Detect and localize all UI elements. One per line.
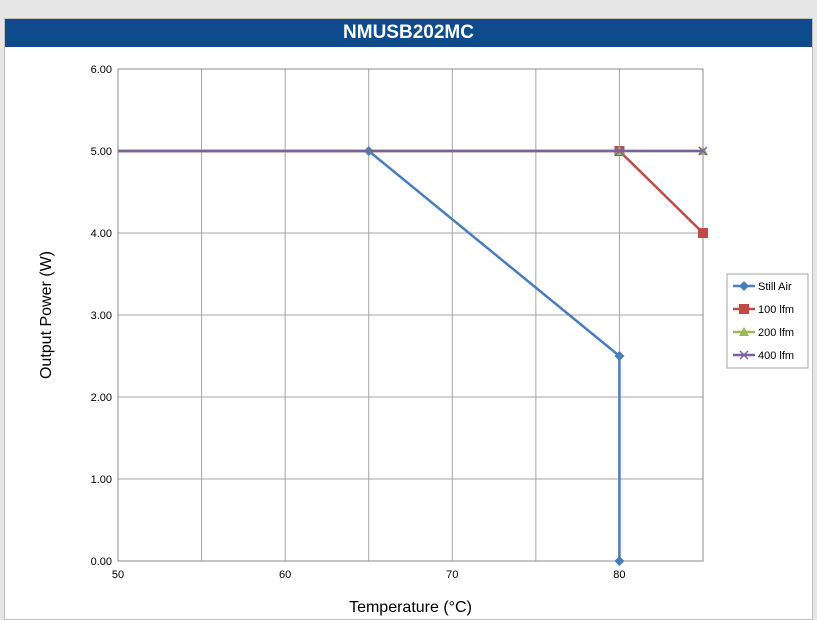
x-axis-title: Temperature (°C) [349,599,472,616]
chart-title: NMUSB202MC [5,19,812,47]
series-line-100-lfm [118,149,704,234]
y-tick-label: 3.00 [91,310,112,322]
data-point-400-lfm [614,146,624,156]
y-tick-label: 0.00 [91,556,112,568]
plot-border [117,68,704,562]
y-tick-label: 5.00 [91,146,112,158]
data-point-still-air [614,556,625,566]
legend-label-400-lfm: 400 lfm [758,350,794,362]
marker-stroke [614,146,624,156]
legend-label-100-lfm: 100 lfm [758,304,794,316]
y-tick-label: 1.00 [91,474,112,486]
y-tick-label: 4.00 [91,228,112,240]
legend-label-200-lfm: 200 lfm [758,327,794,339]
legend-marker-100-lfm [739,304,749,314]
x-tick-label: 50 [112,569,124,581]
chart-frame: NMUSB202MC [4,18,813,620]
y-tick-label: 2.00 [91,392,112,404]
x-tick-label: 60 [279,569,291,581]
x-tick-label: 70 [446,569,458,581]
data-point-100-lfm [698,228,708,238]
marker-stroke [698,146,708,156]
y-tick-label: 6.00 [91,64,112,76]
legend-label-still-air: Still Air [758,281,792,293]
gridlines [117,68,704,562]
data-point-400-lfm [698,146,708,156]
marker-stroke [739,350,749,360]
data-point-still-air [614,351,625,361]
x-tick-label: 80 [613,569,625,581]
legend-marker-400-lfm [739,350,749,360]
y-axis-title: Output Power (W) [38,251,55,379]
legend: Still Air 100 lfm 200 lfm 400 lfm [726,273,809,369]
legend-marker-200-lfm [739,327,749,336]
legend-marker-still-air [739,281,749,291]
